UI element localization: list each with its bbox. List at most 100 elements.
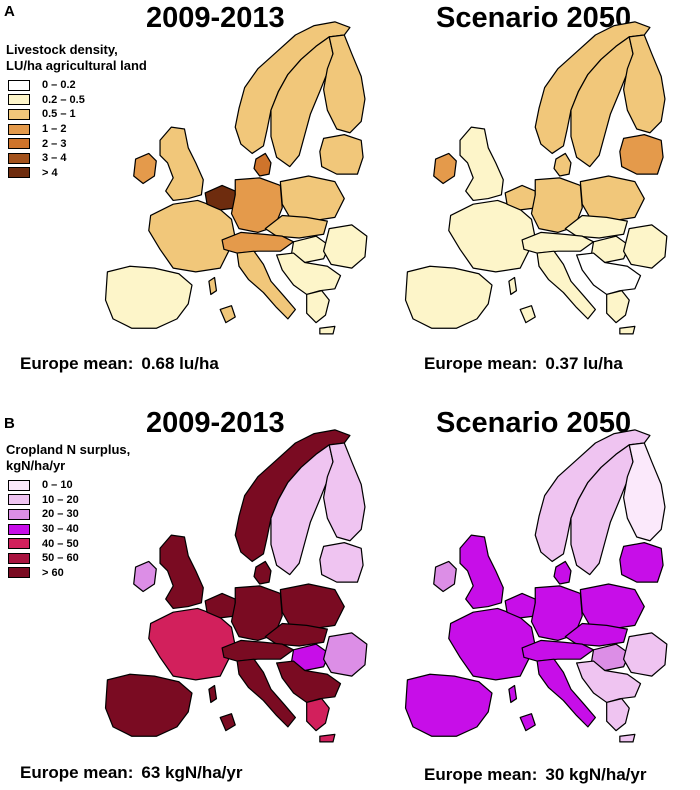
region-baltics [319,542,364,583]
region-italy [519,305,536,324]
left-map-title: 2009-2013 [146,2,285,34]
legend-label: 0.5 – 1 [42,108,76,121]
legend-item: > 4 [8,166,147,181]
left-mean-label: Europe mean: 63 kgN/ha/yr [20,763,242,783]
region-italy [219,305,236,324]
legend-swatch [8,523,30,535]
region-greece [306,698,330,732]
legend-item: 50 – 60 [8,551,130,566]
region-italy [519,713,536,732]
left-mean-label: Europe mean: 0.68 lu/ha [20,354,219,374]
region-uk [459,534,504,610]
panel-a: A 2009-2013 Scenario 2050 Livestock dens… [4,2,668,374]
legend-label: 0 – 0.2 [42,79,76,92]
legend-item: 2 – 3 [8,136,147,151]
region-iberia [404,673,493,737]
region-ireland [133,152,157,185]
legend-swatch [8,152,30,164]
legend-item: 0 – 10 [8,478,130,493]
region-poland [279,175,345,222]
region-italy [219,713,236,732]
region-italy [536,658,597,728]
region-greece [319,733,336,743]
region-balkans [575,660,642,704]
region-uk [159,534,204,610]
region-poland [579,583,645,630]
mean-label: Europe mean: [20,354,134,373]
region-france [148,607,236,681]
legend-label: 20 – 30 [42,508,79,521]
region-greece [606,698,630,732]
legend-label: 0.2 – 0.5 [42,93,85,106]
region-uk [459,126,504,202]
mean-value: 63 kgN/ha/yr [141,763,243,782]
legend-swatch [8,138,30,150]
region-greece [606,290,630,324]
region-denmark [253,560,272,585]
legend-title-line-2: LU/ha agricultural land [6,58,147,73]
mean-value: 30 kgN/ha/yr [545,765,647,784]
region-alps [521,231,595,254]
region-greece [619,325,636,335]
legend-item: 1 – 2 [8,122,147,137]
legend: Cropland N surplus, kgN/ha/yr 0 – 10 10 –… [6,442,130,580]
panel-b: B 2009-2013 Scenario 2050 Cropland N sur… [0,395,700,790]
region-finland [622,34,666,134]
legend-item: 30 – 40 [8,522,130,537]
legend-item: 0 – 0.2 [8,78,147,93]
legend-label: 0 – 10 [42,479,73,492]
region-iberia [104,673,193,737]
region-baltics [619,134,664,175]
panel-letter: A [4,3,15,20]
region-greece [306,290,330,324]
legend-label: 50 – 60 [42,552,79,565]
europe-map-left [104,21,368,335]
legend-label: > 4 [42,166,58,179]
region-france [448,199,536,273]
legend-swatch [8,508,30,520]
legend-swatch [8,552,30,564]
region-balkans [275,660,342,704]
mean-label: Europe mean: [424,765,538,784]
region-greece [619,733,636,743]
region-uk [159,126,204,202]
legend: Livestock density, LU/ha agricultural la… [6,42,147,180]
legend-label: 40 – 50 [42,537,79,550]
region-iberia [104,265,193,329]
region-ireland [133,560,157,593]
legend-label: 10 – 20 [42,493,79,506]
right-map-title: Scenario 2050 [436,2,632,34]
region-balkans [575,252,642,296]
region-italy [236,250,297,320]
legend-swatch [8,494,30,506]
legend-label: > 60 [42,566,64,579]
region-sweden [570,444,634,576]
region-sweden [270,36,334,168]
region-denmark [253,152,272,177]
region-alps [521,639,595,662]
legend-label: 30 – 40 [42,523,79,536]
legend-item: 10 – 20 [8,493,130,508]
region-denmark [553,560,572,585]
region-romania [322,224,368,269]
right-mean-label: Europe mean: 30 kgN/ha/yr [424,765,646,785]
legend-title-line-1: Livestock density, [6,42,118,57]
legend-item: 0.5 – 1 [8,107,147,122]
region-alps [221,639,295,662]
region-denmark [553,152,572,177]
region-italy [508,276,518,296]
legend-swatch [8,79,30,91]
legend-label: 3 – 4 [42,152,67,165]
region-romania [322,632,368,677]
legend-title-line-2: kgN/ha/yr [6,458,66,473]
legend-swatch [8,567,30,579]
mean-value: 0.68 lu/ha [141,354,219,373]
europe-map-left [104,429,368,743]
region-finland [322,442,366,542]
legend-label: 2 – 3 [42,137,67,150]
legend-item: > 60 [8,566,130,581]
legend-swatch [8,479,30,491]
panel-letter: B [4,415,15,432]
legend-item: 40 – 50 [8,536,130,551]
